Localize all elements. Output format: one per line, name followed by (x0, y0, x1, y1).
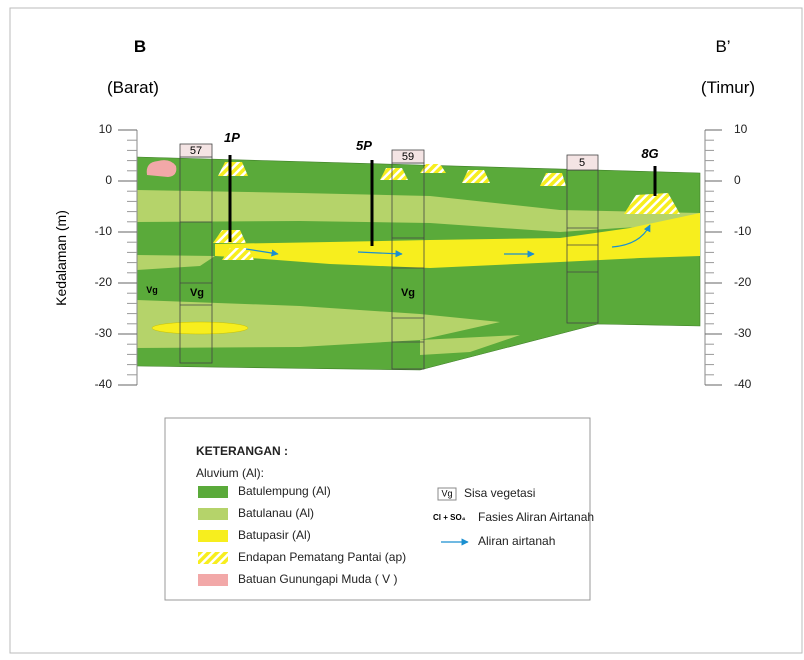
tick-label: 10 (734, 122, 748, 136)
legend-label: Batulempung (Al) (238, 484, 331, 498)
well-label: 1P (224, 130, 240, 145)
tick-label: -20 (734, 275, 752, 289)
tick-label: 10 (99, 122, 113, 136)
vg-label: Vg (190, 287, 204, 299)
tick-label: 0 (734, 173, 741, 187)
borehole-label: 5 (579, 157, 585, 169)
legend-label: Endapan Pematang Pantai (ap) (238, 550, 406, 564)
borehole-label: 57 (190, 145, 202, 157)
tick-label: 0 (105, 173, 112, 187)
tick-label: -20 (95, 275, 113, 289)
geology (137, 157, 700, 370)
tick-label: -30 (95, 326, 113, 340)
east-sub: (Timur) (701, 78, 755, 97)
tick-label: -30 (734, 326, 752, 340)
swatch (198, 508, 228, 520)
legend-label: Batulanau (Al) (238, 506, 314, 520)
legend-title: KETERANGAN : (196, 444, 288, 458)
legend-label: Fasies Aliran Airtanah (478, 510, 594, 524)
legend-label: Batupasir (Al) (238, 528, 311, 542)
swatch (198, 530, 228, 542)
well-label: 8G (641, 146, 658, 161)
swatch (198, 574, 228, 586)
axis-title: Kedalaman (m) (53, 210, 69, 306)
legend-symbol: Vg (441, 488, 452, 498)
east-label: B’ (715, 37, 730, 56)
cross-section: B (Barat) B’ (Timur) Kedalaman (m) 57 59 (0, 0, 804, 655)
legend-label: Batuan Gunungapi Muda ( V ) (238, 572, 397, 586)
west-sub: (Barat) (107, 78, 159, 97)
vg-label: Vg (146, 285, 158, 295)
tick-label: -10 (95, 224, 113, 238)
legend-symbol: Cl + SO₄ (433, 513, 466, 522)
legend: KETERANGAN : Aluvium (Al): Batulempung (… (165, 418, 594, 600)
well-label: 5P (356, 138, 372, 153)
swatch (198, 486, 228, 498)
legend-subtitle: Aluvium (Al): (196, 466, 264, 480)
vg-label: Vg (401, 287, 415, 299)
legend-label: Aliran airtanah (478, 534, 555, 548)
borehole-label: 59 (402, 151, 414, 163)
swatch (198, 552, 228, 564)
tick-label: -40 (95, 377, 113, 391)
west-label: B (134, 37, 146, 56)
tick-label: -40 (734, 377, 752, 391)
tick-label: -10 (734, 224, 752, 238)
legend-label: Sisa vegetasi (464, 486, 535, 500)
